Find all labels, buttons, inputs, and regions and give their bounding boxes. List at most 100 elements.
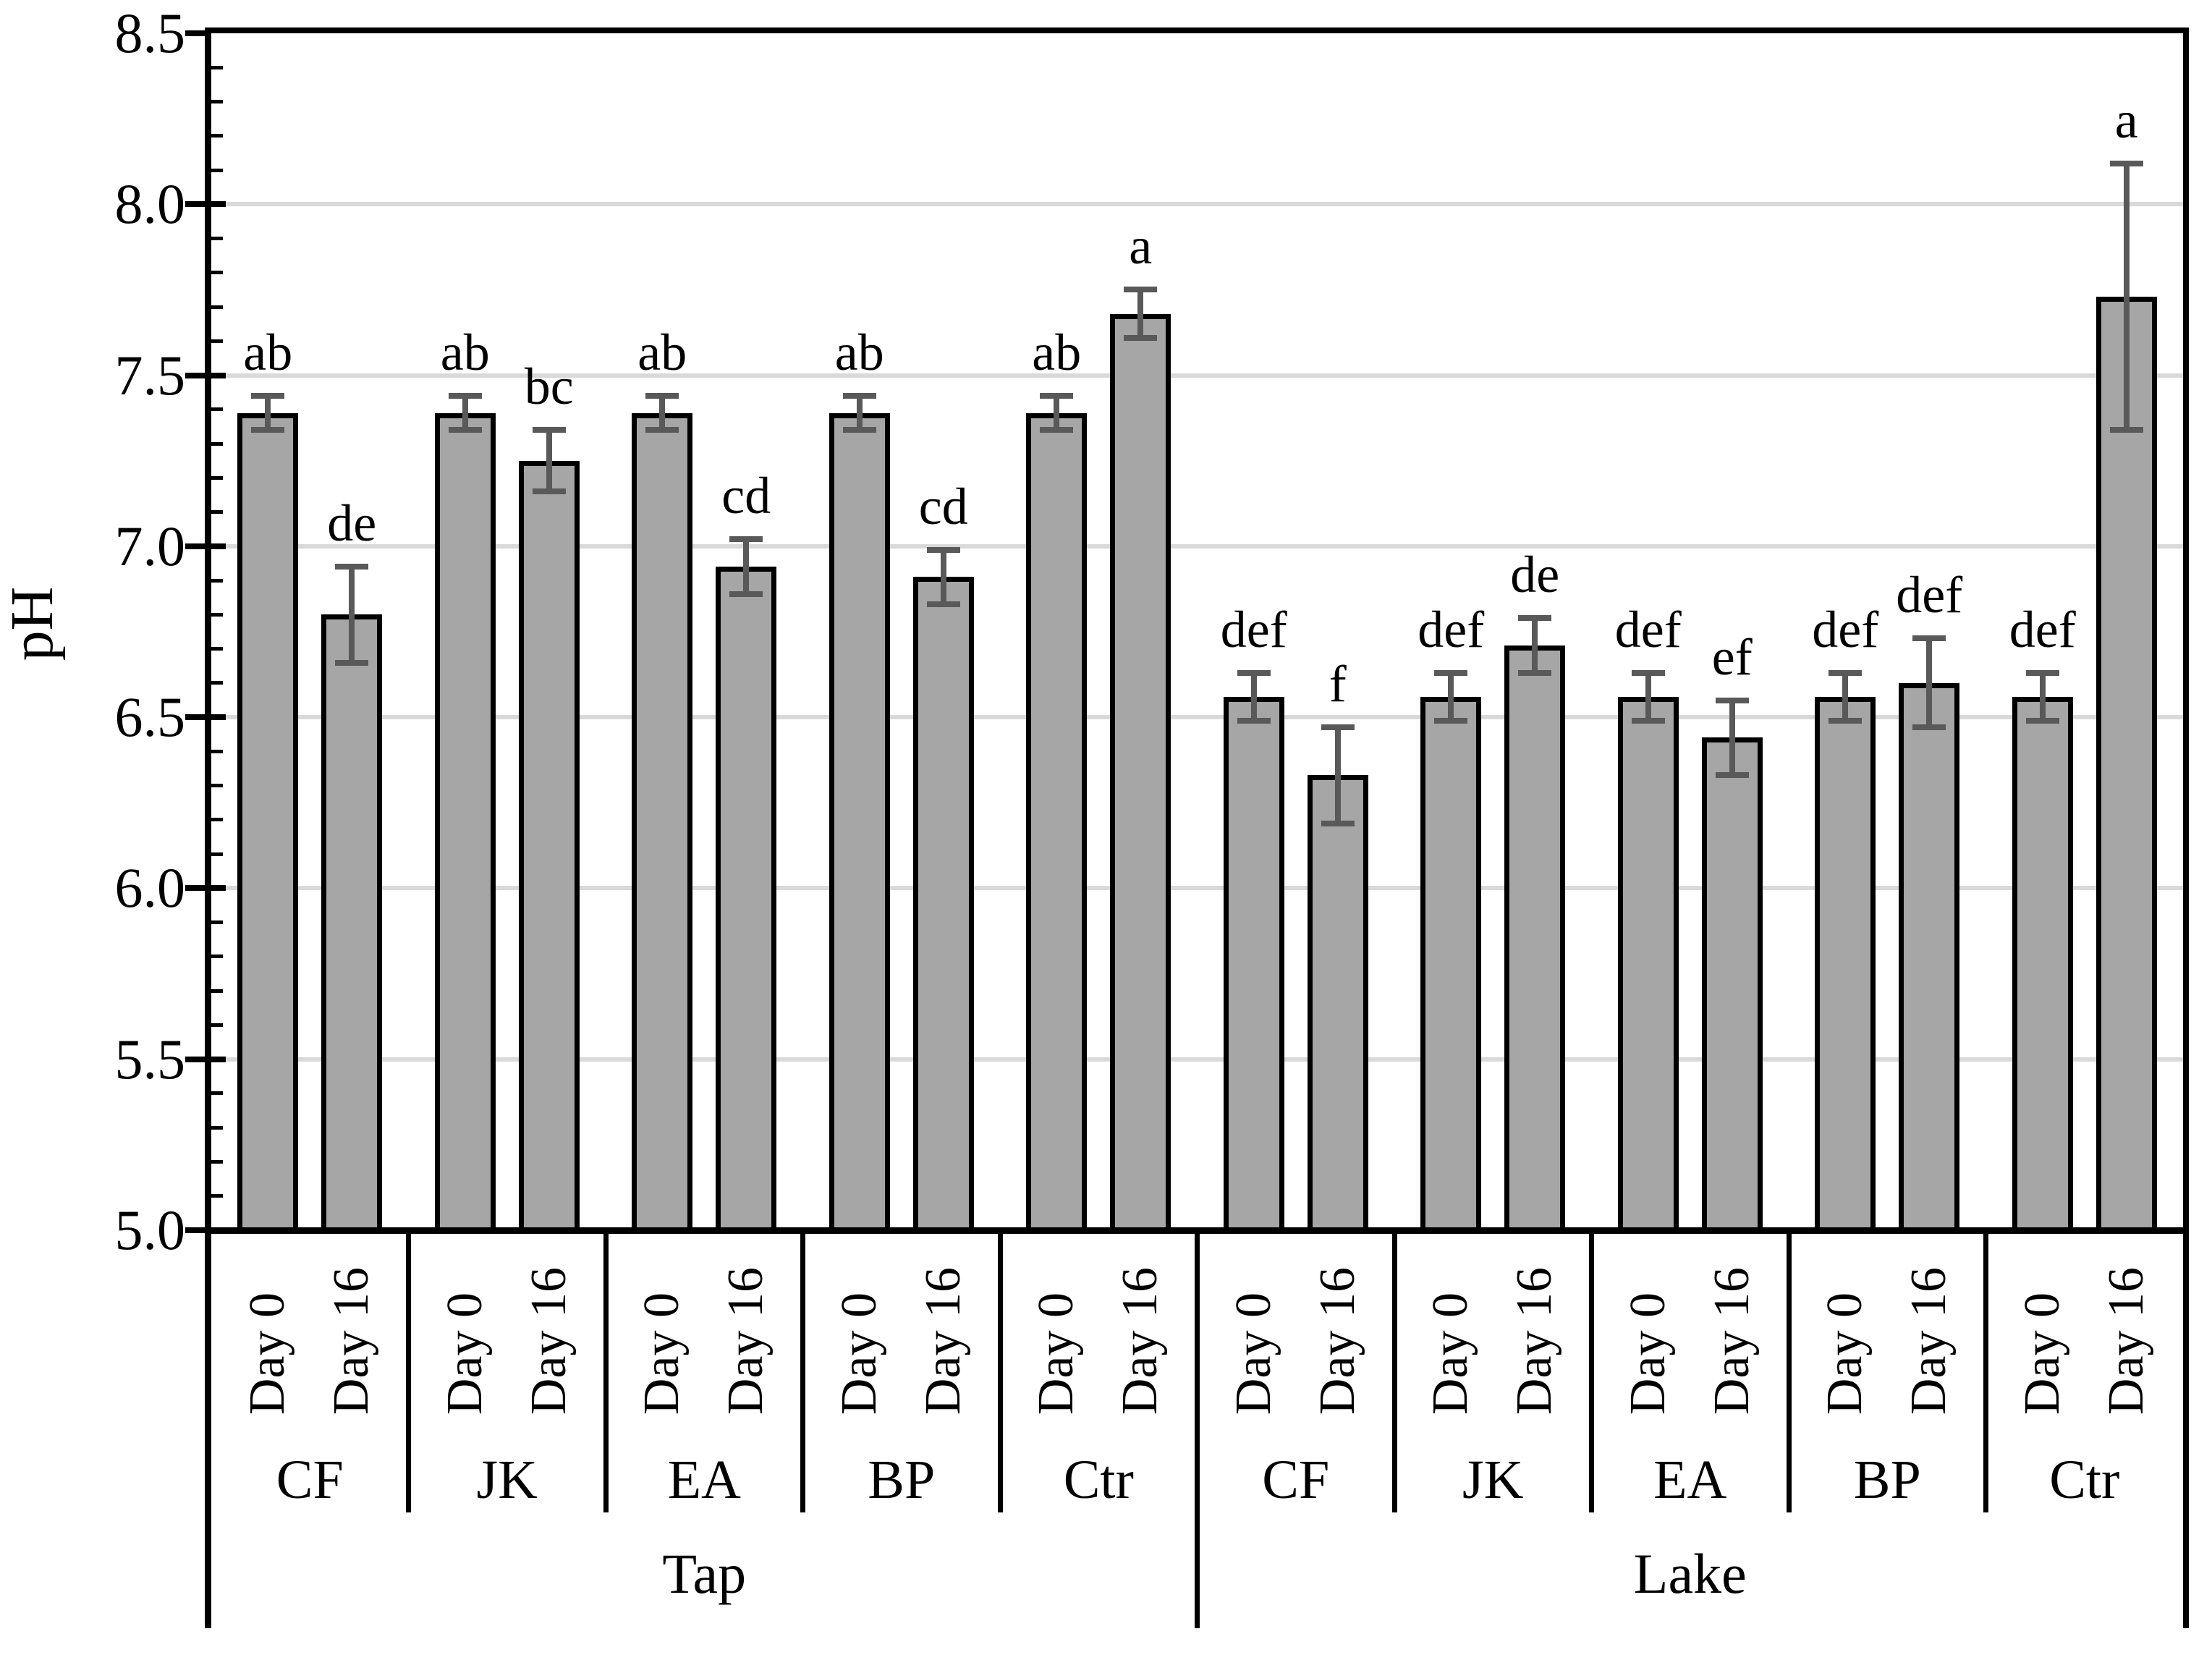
bar: [829, 412, 890, 1230]
error-bar: [1645, 672, 1651, 721]
bar: [912, 577, 974, 1230]
bar: [2012, 696, 2073, 1230]
y-major-tick: [185, 1227, 205, 1233]
bar: [1815, 696, 1876, 1230]
significance-letter: ab: [637, 323, 687, 381]
section-label: Tap: [662, 1542, 747, 1605]
error-bar-bottom-cap: [448, 427, 482, 433]
error-bar-top-cap: [1237, 669, 1271, 676]
error-bar: [1137, 289, 1144, 338]
significance-letter: a: [1129, 217, 1153, 276]
significance-letter: ab: [1032, 323, 1082, 381]
day-tick-label: Day 16: [323, 1266, 380, 1415]
day-tick-label: Day 0: [1225, 1292, 1281, 1415]
error-bar-top-cap: [926, 546, 960, 553]
day-tick-label: Day 0: [2014, 1292, 2070, 1415]
y-minor-tick: [211, 407, 223, 412]
bar: [237, 412, 299, 1230]
day-tick-label: Day 16: [1309, 1266, 1365, 1415]
error-bar-top-cap: [2025, 669, 2059, 676]
error-bar-top-cap: [1518, 615, 1552, 622]
error-bar-top-cap: [1631, 669, 1665, 676]
y-major-tick: [185, 201, 205, 208]
y-tick-label: 6.5: [114, 685, 186, 749]
error-bar-bottom-cap: [1912, 724, 1946, 731]
error-bar: [743, 539, 750, 594]
error-bar-top-cap: [532, 427, 566, 433]
y-minor-tick: [211, 852, 223, 856]
y-minor-tick: [211, 1091, 223, 1096]
significance-letter: de: [327, 494, 377, 553]
error-bar-top-cap: [729, 536, 763, 543]
error-bar-top-cap: [1040, 392, 1074, 399]
y-minor-tick: [211, 271, 223, 275]
day-tick-label: Day 0: [1028, 1292, 1085, 1415]
bar: [434, 412, 496, 1230]
y-major-tick: [185, 1056, 205, 1062]
y-minor-tick: [211, 475, 223, 480]
group-label: EA: [1653, 1449, 1727, 1510]
bar: [1504, 645, 1566, 1230]
error-bar-top-cap: [1828, 669, 1863, 676]
error-bar-top-cap: [1124, 287, 1158, 293]
section-divider: [2183, 1230, 2189, 1628]
group-divider: [800, 1230, 805, 1512]
bar: [1026, 412, 1088, 1230]
group-label: Ctr: [2049, 1449, 2120, 1510]
group-divider: [406, 1230, 411, 1512]
y-major-tick: [185, 372, 205, 378]
group-label: BP: [1853, 1449, 1921, 1510]
bar: [716, 567, 777, 1230]
day-tick-label: Day 0: [436, 1292, 493, 1415]
error-bar-bottom-cap: [251, 427, 285, 433]
group-label: CF: [276, 1449, 344, 1510]
y-minor-tick: [211, 647, 223, 651]
y-minor-tick: [211, 989, 223, 993]
group-divider: [1983, 1230, 1988, 1512]
y-gridline: [211, 373, 2183, 378]
y-tick-label: 5.0: [114, 1198, 186, 1261]
error-bar-top-cap: [842, 392, 876, 399]
bar: [2096, 296, 2157, 1230]
error-bar: [659, 395, 666, 431]
significance-letter: de: [1510, 546, 1560, 604]
y-major-tick: [185, 30, 205, 36]
day-tick-label: Day 0: [1817, 1292, 1873, 1415]
error-bar: [940, 549, 946, 605]
significance-letter: ab: [243, 323, 293, 381]
y-major-tick: [185, 714, 205, 721]
y-major-tick: [185, 543, 205, 549]
bar: [1899, 682, 1960, 1230]
error-bar-bottom-cap: [926, 601, 960, 608]
y-gridline: [211, 886, 2183, 891]
error-bar-bottom-cap: [1321, 820, 1355, 826]
error-bar-top-cap: [1434, 669, 1468, 676]
group-divider: [1391, 1230, 1397, 1512]
bar: [632, 412, 693, 1230]
group-divider: [1786, 1230, 1792, 1512]
y-minor-tick: [211, 784, 223, 788]
group-divider: [1589, 1230, 1594, 1512]
plot-right-border: [2183, 27, 2189, 1233]
section-label: Lake: [1633, 1542, 1747, 1605]
y-axis: [205, 27, 211, 1233]
plot-top-border: [205, 27, 2189, 33]
y-minor-tick: [211, 237, 223, 241]
error-bar: [1926, 638, 1933, 728]
error-bar-bottom-cap: [2025, 717, 2059, 724]
y-major-tick-inner: [211, 1056, 226, 1062]
error-bar-top-cap: [1912, 635, 1946, 642]
significance-letter: def: [2009, 600, 2076, 659]
error-bar: [1054, 395, 1060, 431]
error-bar: [2039, 672, 2046, 721]
error-bar: [1729, 700, 1735, 776]
y-minor-tick: [211, 65, 223, 69]
y-major-tick: [185, 885, 205, 892]
group-label: EA: [667, 1449, 741, 1510]
bar: [1701, 737, 1763, 1230]
error-bar-bottom-cap: [1828, 717, 1863, 724]
group-label: JK: [1462, 1449, 1524, 1510]
significance-letter: ab: [834, 323, 884, 381]
error-bar: [856, 395, 863, 431]
